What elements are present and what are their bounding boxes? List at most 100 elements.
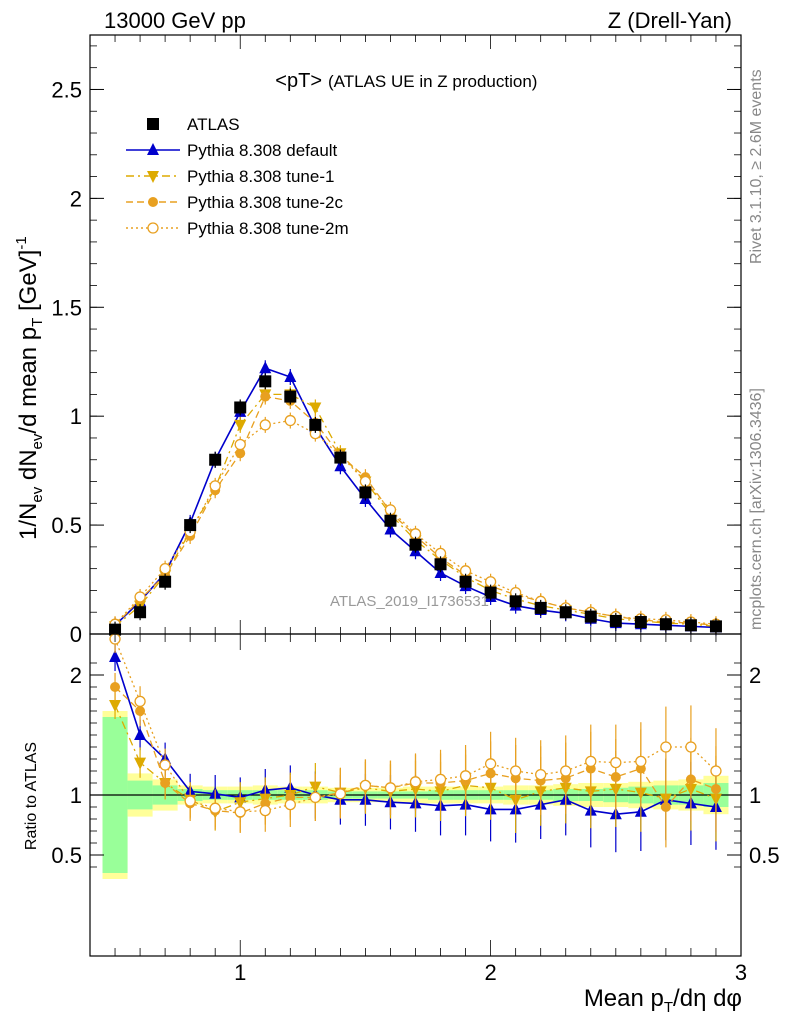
series-line <box>114 395 717 626</box>
data-point <box>659 618 672 631</box>
ratio-data-point <box>359 779 372 792</box>
y-tick-label: 2 <box>70 186 82 211</box>
data-point <box>184 519 197 532</box>
data-point <box>235 448 246 459</box>
ratio-data-point <box>660 741 672 753</box>
data-point <box>634 616 647 629</box>
legend-marker <box>148 197 158 207</box>
ratio-data-point <box>635 755 647 768</box>
legend-marker <box>147 118 159 130</box>
y-tick-label: 0 <box>70 622 82 647</box>
legend-marker <box>147 222 159 234</box>
main-subtitle: (ATLAS UE in Z production) <box>328 72 537 91</box>
ratio-data-point <box>535 768 547 781</box>
ratio-y-tick-label: 2 <box>70 663 82 688</box>
ratio-plot-panel: 0.5 0.5 1 1 2 2 1 2 3 Ratio to ATLAS Mean pT/dη… <box>23 633 780 1016</box>
data-point <box>259 375 272 388</box>
series-atlas <box>109 373 722 638</box>
ratio-data-point <box>585 755 597 768</box>
ratio-data-point <box>710 765 722 777</box>
mcplots-label: mcplots.cern.ch [arXiv:1306.3436] <box>748 388 765 630</box>
legend-label: ATLAS <box>187 115 240 134</box>
data-point <box>534 601 547 614</box>
data-point <box>309 402 322 415</box>
legend-entry: Pythia 8.308 default <box>126 141 338 160</box>
y-tick-label: 0.5 <box>51 513 82 538</box>
legend-entry: Pythia 8.308 tune-2m <box>126 219 349 238</box>
ratio-data-point <box>160 778 171 788</box>
data-point <box>484 586 497 599</box>
ratio-data-point <box>184 795 196 807</box>
data-point <box>409 538 422 551</box>
ratio-data-point <box>134 757 147 770</box>
main-title: <pT> <box>275 70 322 92</box>
data-point <box>234 401 247 414</box>
ratio-data-point <box>409 776 422 788</box>
data-point <box>134 606 147 619</box>
ratio-data-point <box>610 756 622 769</box>
data-point <box>334 451 347 464</box>
data-point <box>359 486 372 499</box>
data-point <box>284 369 297 382</box>
legend-marker <box>147 143 159 155</box>
ratio-data-point <box>434 773 447 786</box>
data-point <box>259 361 272 374</box>
data-point <box>459 575 472 588</box>
ratio-data-point <box>259 804 271 817</box>
data-point <box>284 414 296 427</box>
ratio-y-tick-label: 1 <box>70 783 82 808</box>
header-right-label: Z (Drell-Yan) <box>608 8 732 33</box>
main-plot-panel: <pT> (ATLAS UE in Z production) ATLAS_20… <box>13 34 742 647</box>
data-point <box>159 575 172 588</box>
y-tick-label: 2.5 <box>51 77 82 102</box>
ratio-y-tick-label-right: 1 <box>749 783 761 808</box>
y-tick-label: 1.5 <box>51 295 82 320</box>
main-watermark: ATLAS_2019_I1736531 <box>330 593 489 610</box>
data-point <box>509 595 522 608</box>
ratio-data-point <box>109 650 122 662</box>
data-point <box>384 514 397 527</box>
ratio-y-tick-label-right: 2 <box>749 663 761 688</box>
legend-entry: Pythia 8.308 tune-1 <box>126 167 334 186</box>
legend-entry: Pythia 8.308 tune-2c <box>126 193 343 212</box>
ratio-data-point <box>510 765 522 777</box>
ratio-y-tick-label-right: 0.5 <box>749 843 780 868</box>
ratio-data-point <box>134 695 146 708</box>
rivet-label: Rivet 3.1.10, ≥ 2.6M events <box>748 69 765 264</box>
legend-label: Pythia 8.308 tune-1 <box>187 167 334 186</box>
legend: ATLAS Pythia 8.308 default Pythia 8.308 tu… <box>126 115 349 238</box>
data-point <box>260 391 271 402</box>
header-left-label: 13000 GeV pp <box>104 8 246 33</box>
data-point <box>559 606 572 619</box>
main-ylabel: 1/Nev dNev/d mean pT [GeV]-1 <box>13 236 46 540</box>
data-point <box>684 619 697 632</box>
ratio-data-point <box>284 798 296 811</box>
x-tick-label: 2 <box>484 960 496 985</box>
ratio-y-tick-label: 0.5 <box>51 843 82 868</box>
legend-entry: ATLAS <box>147 115 240 134</box>
ratio-data-point <box>109 700 122 712</box>
data-point <box>234 419 247 432</box>
ratio-data-point <box>685 741 697 753</box>
legend-label: Pythia 8.308 tune-2m <box>187 219 349 238</box>
data-point <box>434 558 447 571</box>
data-point <box>259 419 271 431</box>
legend-marker <box>147 171 159 183</box>
ratio-data-point <box>660 802 671 812</box>
ratio-series-pythia-8-308-tune-2m <box>109 633 722 832</box>
data-point <box>159 563 171 575</box>
ratio-data-point <box>234 806 246 818</box>
data-point <box>709 620 722 633</box>
ratio-data-point <box>209 802 221 814</box>
data-point <box>309 418 322 431</box>
ratio-series-pythia-8-308-default <box>109 643 722 853</box>
ratio-xlabel: Mean pT/dη dφ <box>584 985 742 1016</box>
ratio-data-point <box>384 782 397 794</box>
ratio-data-point <box>334 788 347 800</box>
data-point <box>284 390 297 403</box>
ratio-data-point <box>484 758 497 770</box>
data-point <box>234 438 246 451</box>
data-point <box>584 610 597 623</box>
data-point <box>609 614 622 627</box>
